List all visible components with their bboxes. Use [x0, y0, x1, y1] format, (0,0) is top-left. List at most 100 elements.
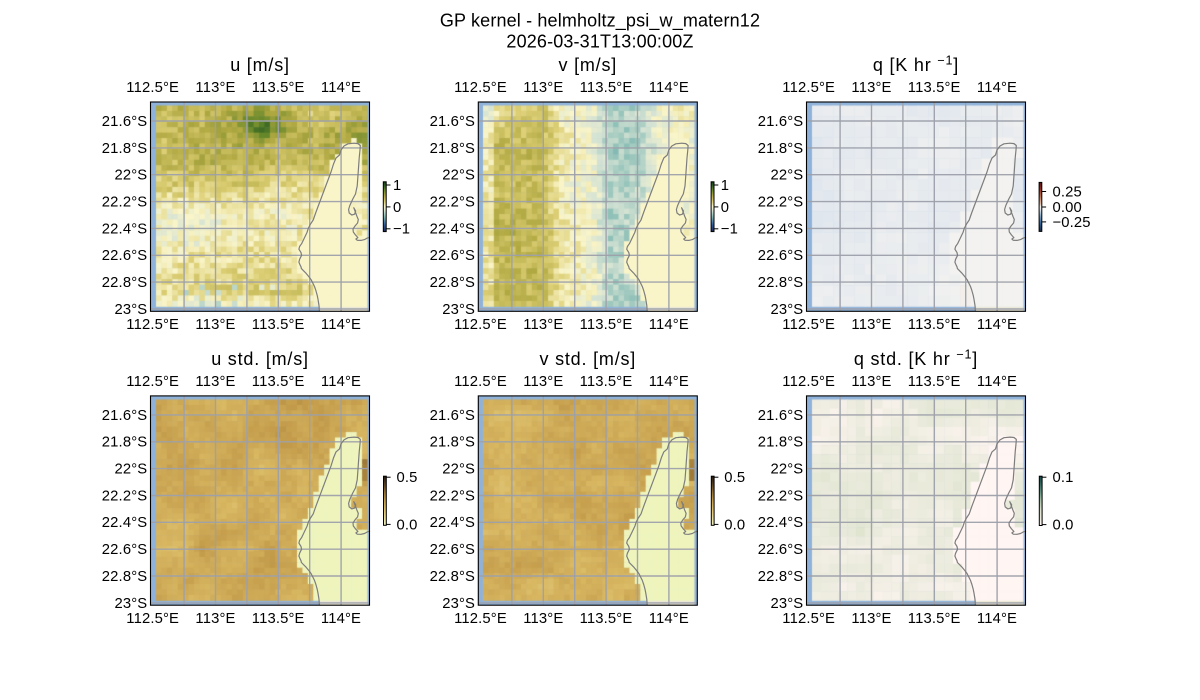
svg-text:1: 1 — [721, 178, 729, 194]
svg-text:22.6°S: 22.6°S — [102, 542, 148, 558]
svg-text:113.5°E: 113.5°E — [580, 317, 633, 333]
svg-text:21.6°S: 21.6°S — [430, 114, 476, 130]
svg-text:112.5°E: 112.5°E — [126, 374, 179, 390]
svg-text:v [m/s]: v [m/s] — [558, 55, 617, 75]
svg-text:22°S: 22°S — [770, 462, 803, 478]
svg-text:21.6°S: 21.6°S — [102, 408, 148, 424]
svg-text:22.6°S: 22.6°S — [430, 542, 476, 558]
svg-text:113.5°E: 113.5°E — [908, 611, 961, 627]
svg-text:21.6°S: 21.6°S — [430, 408, 476, 424]
svg-text:113.5°E: 113.5°E — [580, 611, 633, 627]
svg-text:113°E: 113°E — [851, 374, 891, 390]
svg-text:113°E: 113°E — [851, 611, 891, 627]
svg-text:21.8°S: 21.8°S — [430, 435, 476, 451]
svg-text:22.8°S: 22.8°S — [102, 275, 148, 291]
svg-text:114°E: 114°E — [321, 374, 361, 390]
svg-text:113°E: 113°E — [195, 374, 235, 390]
svg-text:0.1: 0.1 — [1053, 470, 1074, 486]
svg-text:113.5°E: 113.5°E — [908, 317, 961, 333]
svg-text:22.6°S: 22.6°S — [758, 542, 804, 558]
svg-text:113.5°E: 113.5°E — [580, 374, 633, 390]
svg-text:113°E: 113°E — [851, 317, 891, 333]
svg-text:114°E: 114°E — [649, 80, 689, 96]
svg-text:114°E: 114°E — [649, 317, 689, 333]
svg-text:−0.25: −0.25 — [1053, 215, 1091, 231]
svg-text:21.8°S: 21.8°S — [758, 435, 804, 451]
svg-text:0: 0 — [393, 200, 401, 216]
svg-text:22°S: 22°S — [114, 462, 147, 478]
svg-text:0: 0 — [721, 200, 729, 216]
svg-text:22.4°S: 22.4°S — [102, 221, 148, 237]
svg-text:112.5°E: 112.5°E — [454, 374, 507, 390]
svg-text:22.6°S: 22.6°S — [102, 248, 148, 264]
svg-text:1: 1 — [393, 178, 401, 194]
svg-text:113.5°E: 113.5°E — [908, 80, 961, 96]
svg-text:GP kernel - helmholtz_psi_w_ma: GP kernel - helmholtz_psi_w_matern12 — [440, 11, 760, 32]
svg-text:112.5°E: 112.5°E — [782, 317, 835, 333]
svg-text:113°E: 113°E — [851, 80, 891, 96]
svg-text:114°E: 114°E — [977, 317, 1017, 333]
svg-text:113.5°E: 113.5°E — [252, 374, 305, 390]
svg-text:22°S: 22°S — [442, 462, 475, 478]
svg-text:22.8°S: 22.8°S — [758, 569, 804, 585]
svg-text:113.5°E: 113.5°E — [252, 317, 305, 333]
svg-text:21.6°S: 21.6°S — [102, 114, 148, 130]
svg-text:22.8°S: 22.8°S — [102, 569, 148, 585]
svg-text:22.2°S: 22.2°S — [430, 488, 476, 504]
svg-text:0.0: 0.0 — [397, 517, 418, 533]
svg-text:113.5°E: 113.5°E — [580, 80, 633, 96]
svg-text:22.2°S: 22.2°S — [758, 195, 804, 211]
svg-text:21.6°S: 21.6°S — [758, 114, 804, 130]
svg-text:114°E: 114°E — [977, 80, 1017, 96]
svg-text:0.0: 0.0 — [1053, 518, 1074, 534]
svg-text:−1: −1 — [721, 222, 738, 238]
svg-text:113°E: 113°E — [523, 611, 563, 627]
svg-text:22.8°S: 22.8°S — [758, 275, 804, 291]
svg-text:22°S: 22°S — [442, 168, 475, 184]
svg-text:q std. [K hr −1]: q std. [K hr −1] — [854, 348, 978, 370]
svg-text:112.5°E: 112.5°E — [454, 317, 507, 333]
svg-text:22.4°S: 22.4°S — [430, 221, 476, 237]
svg-text:114°E: 114°E — [977, 374, 1017, 390]
svg-text:−1: −1 — [393, 222, 410, 238]
svg-text:q [K hr −1]: q [K hr −1] — [873, 54, 959, 76]
svg-text:22.2°S: 22.2°S — [102, 488, 148, 504]
svg-text:112.5°E: 112.5°E — [782, 80, 835, 96]
svg-text:114°E: 114°E — [977, 611, 1017, 627]
svg-text:22°S: 22°S — [114, 168, 147, 184]
svg-text:113°E: 113°E — [523, 80, 563, 96]
svg-text:v std. [m/s]: v std. [m/s] — [539, 349, 636, 369]
svg-text:113°E: 113°E — [195, 80, 235, 96]
svg-text:114°E: 114°E — [321, 611, 361, 627]
svg-text:23°S: 23°S — [442, 302, 475, 318]
svg-text:22.4°S: 22.4°S — [758, 515, 804, 531]
svg-text:22°S: 22°S — [770, 168, 803, 184]
svg-text:23°S: 23°S — [114, 302, 147, 318]
svg-text:114°E: 114°E — [321, 80, 361, 96]
svg-text:113.5°E: 113.5°E — [252, 611, 305, 627]
svg-text:22.6°S: 22.6°S — [430, 248, 476, 264]
svg-text:22.2°S: 22.2°S — [430, 195, 476, 211]
svg-text:22.4°S: 22.4°S — [102, 515, 148, 531]
svg-text:112.5°E: 112.5°E — [126, 317, 179, 333]
svg-text:23°S: 23°S — [442, 596, 475, 612]
svg-text:2026-03-31T13:00:00Z: 2026-03-31T13:00:00Z — [506, 32, 693, 52]
svg-text:u std. [m/s]: u std. [m/s] — [211, 349, 309, 369]
svg-text:0.0: 0.0 — [724, 517, 745, 533]
svg-text:22.8°S: 22.8°S — [430, 275, 476, 291]
svg-text:114°E: 114°E — [321, 317, 361, 333]
svg-text:22.2°S: 22.2°S — [102, 195, 148, 211]
svg-text:23°S: 23°S — [770, 302, 803, 318]
svg-text:21.6°S: 21.6°S — [758, 408, 804, 424]
svg-text:113°E: 113°E — [195, 611, 235, 627]
svg-text:112.5°E: 112.5°E — [454, 611, 507, 627]
svg-text:21.8°S: 21.8°S — [430, 141, 476, 157]
svg-text:23°S: 23°S — [770, 596, 803, 612]
svg-text:112.5°E: 112.5°E — [782, 611, 835, 627]
svg-text:22.8°S: 22.8°S — [430, 569, 476, 585]
svg-text:112.5°E: 112.5°E — [126, 611, 179, 627]
svg-text:0.00: 0.00 — [1053, 200, 1082, 216]
svg-text:112.5°E: 112.5°E — [454, 80, 507, 96]
svg-text:u [m/s]: u [m/s] — [230, 55, 290, 75]
svg-text:114°E: 114°E — [649, 611, 689, 627]
